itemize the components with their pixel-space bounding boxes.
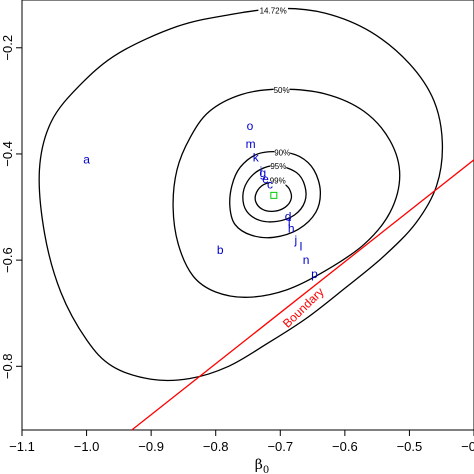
center-point-marker [270,191,278,199]
point-label-e: e [262,172,269,186]
point-label-k: k [253,151,260,165]
y-tick-label: −0.8 [0,353,15,379]
point-label-h: h [288,221,295,235]
point-label-b: b [217,243,224,257]
contour-line-0 [38,7,444,382]
x-tick-label: −0.6 [332,439,358,454]
contour-lines: 14.72% 50% 90% 95% 99% [38,5,444,382]
contour-label: 90% [274,148,290,157]
boundary-line-group: Boundary [131,159,474,431]
point-label-j: j [293,233,297,247]
x-tick-label: −0.4 [461,439,474,454]
point-label-f: f [288,215,292,229]
contour-label: 14.72% [260,7,287,16]
x-tick-label: −0.8 [203,439,229,454]
point-label-i: i [260,164,263,178]
point-label-a: a [83,152,90,166]
boundary-line [131,159,474,431]
point-label-c: c [267,178,273,192]
contour-label-bg [258,5,288,16]
x-tick-label: −1.0 [74,439,100,454]
x-axis-title: β0 [255,457,269,474]
contour-label-bg [270,161,287,172]
contour-line-2 [229,150,322,239]
x-tick-label: −0.5 [397,439,423,454]
contour-label-bg [274,147,291,158]
axes: −1.1 −1.0 −0.9 −0.8 −0.7 −0.6 −0.5 −0.4 −0.2 −0.4… [0,35,474,454]
contour-line-3 [242,164,307,223]
point-label-l: l [300,239,303,253]
plot-border [21,0,474,431]
contour-label: 50% [274,86,290,95]
point-label-o: o [247,119,254,133]
contour-label: 95% [270,162,286,171]
plot-frame [21,0,474,431]
contour-line-1 [172,88,401,298]
contour-label: 99% [270,176,286,185]
contour-line-4 [254,180,293,213]
point-label-p: p [311,267,318,281]
y-tick-label: −0.2 [0,35,15,61]
x-tick-label: −0.7 [267,439,293,454]
y-tick-label: −0.6 [0,247,15,273]
x-tick-label: −0.9 [138,439,164,454]
contour-label-bg [269,175,286,186]
point-label-g: g [260,166,267,180]
point-label-n: n [303,253,310,267]
x-tick-label: −1.1 [9,439,35,454]
y-tick-label: −0.4 [0,141,15,167]
point-label-m: m [246,137,256,151]
point-label-d: d [285,210,292,224]
contour-label-bg [273,85,290,96]
